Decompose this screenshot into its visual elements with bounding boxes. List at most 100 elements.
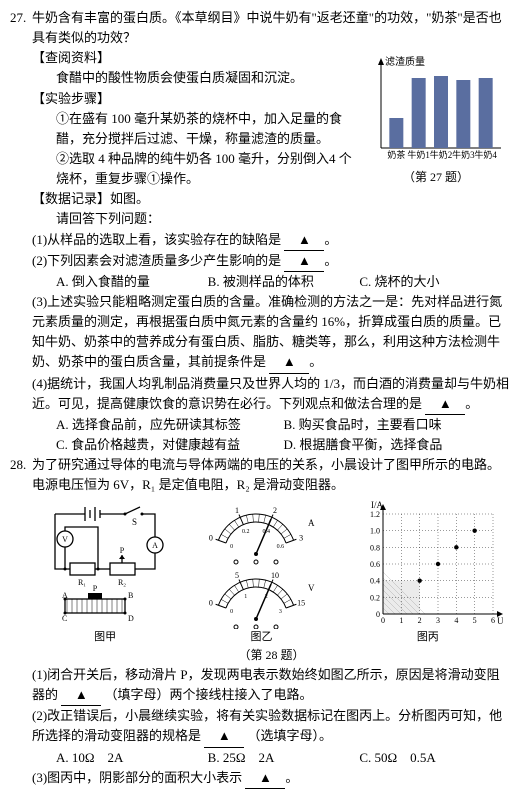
svg-text:0.2: 0.2 — [242, 529, 250, 535]
svg-text:P: P — [120, 546, 125, 555]
q28-sub2: (2)改正错误后，小晨继续实验，将有关实验数据标记在图丙上。分析图丙可知，他所选… — [32, 706, 511, 747]
svg-text:奶茶: 奶茶 — [387, 149, 405, 160]
blank: ▲ — [425, 394, 465, 415]
svg-text:1: 1 — [235, 506, 239, 515]
svg-text:V: V — [308, 583, 315, 593]
fig-caption: （第 28 题） — [32, 646, 511, 665]
q27-sub3: (3)上述实验只能粗略测定蛋白质的含量。准确检测的方法之一是：先对样品进行氮元素… — [32, 292, 511, 374]
step1: ①在盛有 100 毫升某奶茶的烧杯中，加入足量的食醋，充分搅拌后过滤、干燥，称量… — [32, 109, 357, 149]
blank: ▲ — [61, 685, 101, 706]
svg-text:U/V: U/V — [497, 616, 503, 626]
svg-text:3: 3 — [436, 616, 440, 625]
opt-B: B. 被测样品的体积 — [208, 272, 360, 292]
sub1-tail: （填字母）两个接线柱接入了电路。 — [105, 687, 313, 702]
fig-bing: 012345600.20.40.60.81.01.2U/VI/A 图丙 — [353, 499, 503, 646]
opt-A: A. 10Ω 2A — [56, 748, 208, 768]
opt-C: C. 50Ω 0.5A — [359, 748, 511, 768]
svg-text:3: 3 — [279, 609, 282, 615]
opt-B: B. 购买食品时，主要看口味 — [284, 415, 512, 435]
svg-text:5: 5 — [235, 571, 239, 580]
svg-text:A: A — [152, 541, 158, 550]
opt-A: A. 倒入食醋的量 — [56, 272, 208, 292]
opt-B: B. 25Ω 2A — [208, 748, 360, 768]
question-28: 28. 为了研究通过导体的电流与导体两端的电压的关系，小晨设计了图甲所示的电路。… — [10, 455, 511, 789]
svg-text:0: 0 — [231, 544, 234, 550]
sub3-text: (3)上述实验只能粗略测定蛋白质的含量。准确检测的方法之一是：先对样品进行氮元素… — [32, 294, 502, 369]
fig-jia-label: 图甲 — [40, 629, 170, 646]
svg-text:0: 0 — [209, 534, 213, 543]
q27-sub1: (1)从样品的选取上看，该实验存在的缺陷是 ▲。 — [32, 230, 511, 251]
q27-chart: 滤渣质量奶茶牛奶1牛奶2牛奶3牛奶4 （第 27 题） — [361, 48, 511, 187]
q27-sub4-opts-row1: A. 选择食品前，应先研读其标签 B. 购买食品时，主要看口味 — [32, 415, 511, 435]
svg-text:滤渣质量: 滤渣质量 — [385, 55, 425, 68]
circuit-diagram: SAPR₂R₁VPABCD — [40, 499, 170, 629]
q28-sub2-opts: A. 10Ω 2A B. 25Ω 2A C. 50Ω 0.5A — [32, 748, 511, 768]
q27-sub4-opts-row2: C. 食品价格越贵，对健康越有益 D. 根据膳食平衡，选择食品 — [32, 435, 511, 455]
step2: ②选取 4 种品牌的纯牛奶各 100 毫升，分别倒入4 个烧杯，重复步骤①操作。 — [32, 149, 357, 189]
svg-text:0.6: 0.6 — [277, 544, 285, 550]
svg-text:1.2: 1.2 — [370, 510, 380, 519]
q27-sub2: (2)下列因素会对滤渣质量多少产生影响的是 ▲。 — [32, 251, 511, 272]
svg-text:0: 0 — [376, 610, 380, 619]
svg-text:I/A: I/A — [371, 500, 383, 510]
q27-body: 牛奶含有丰富的蛋白质。《本草纲目》中说牛奶有"返老还童"的功效，"奶茶"是否也具… — [32, 8, 511, 455]
opt-C: C. 烧杯的大小 — [359, 272, 511, 292]
svg-text:S: S — [132, 517, 137, 527]
info-title: 【查阅资料】 — [32, 48, 357, 68]
q27-number: 27. — [10, 8, 32, 455]
meters-diagram: 012300.20.40.6A0510150123V — [186, 499, 336, 629]
q27-sub4: (4)据统计，我国人均乳制品消费量只及世界人均的 1/3，而白酒的消费量却与牛奶… — [32, 374, 511, 415]
svg-text:B: B — [128, 591, 133, 600]
q27-left: 【查阅资料】 食醋中的酸性物质会使蛋白质凝固和沉淀。 【实验步骤】 ①在盛有 1… — [32, 48, 357, 229]
svg-text:牛奶1: 牛奶1 — [407, 149, 430, 160]
chart-caption: （第 27 题） — [361, 168, 511, 187]
svg-text:10: 10 — [271, 571, 279, 580]
blank: ▲ — [284, 230, 324, 251]
fig-yi-label: 图乙 — [186, 629, 336, 646]
svg-text:牛奶4: 牛奶4 — [474, 149, 497, 160]
svg-text:A: A — [308, 518, 315, 528]
bar-chart: 滤渣质量奶茶牛奶1牛奶2牛奶3牛奶4 — [361, 48, 511, 168]
blank: ▲ — [204, 726, 244, 747]
svg-text:牛奶2: 牛奶2 — [430, 149, 453, 160]
svg-text:R₁: R₁ — [78, 578, 86, 587]
fig-jia: SAPR₂R₁VPABCD 图甲 — [40, 499, 170, 646]
svg-text:1.0: 1.0 — [370, 527, 380, 536]
q28-body: 为了研究通过导体的电流与导体两端的电压的关系，小晨设计了图甲所示的电路。电源电压… — [32, 455, 511, 789]
steps-title: 【实验步骤】 — [32, 89, 357, 109]
q27-layout: 【查阅资料】 食醋中的酸性物质会使蛋白质凝固和沉淀。 【实验步骤】 ①在盛有 1… — [32, 48, 511, 229]
svg-text:0: 0 — [209, 599, 213, 608]
q28-figures: SAPR₂R₁VPABCD 图甲 012300.20.40.6A05101501… — [32, 499, 511, 646]
sub2-tail: （选填字母）。 — [248, 728, 333, 743]
svg-text:4: 4 — [454, 616, 458, 625]
q28-number: 28. — [10, 455, 32, 789]
svg-text:0.6: 0.6 — [370, 560, 380, 569]
svg-text:5: 5 — [472, 616, 476, 625]
q27-sub2-opts: A. 倒入食醋的量 B. 被测样品的体积 C. 烧杯的大小 — [32, 272, 511, 292]
sub2-text: (2)下列因素会对滤渣质量多少产生影响的是 — [32, 253, 281, 268]
info-text: 食醋中的酸性物质会使蛋白质凝固和沉淀。 — [32, 68, 357, 88]
blank: ▲ — [284, 251, 324, 272]
svg-text:1: 1 — [399, 616, 403, 625]
graph-diagram: 012345600.20.40.60.81.01.2U/VI/A — [353, 499, 503, 629]
opt-D: D. 根据膳食平衡，选择食品 — [284, 435, 512, 455]
fig-yi: 012300.20.40.6A0510150123V 图乙 — [186, 499, 336, 646]
svg-text:R₂: R₂ — [118, 578, 126, 587]
svg-text:V: V — [62, 535, 68, 544]
svg-text:0.4: 0.4 — [370, 577, 380, 586]
svg-text:0.2: 0.2 — [370, 594, 380, 603]
q27-stem: 牛奶含有丰富的蛋白质。《本草纲目》中说牛奶有"返老还童"的功效，"奶茶"是否也具… — [32, 8, 511, 48]
q28-sub3: (3)图丙中，阴影部分的面积大小表示 ▲。 — [32, 768, 511, 789]
svg-text:1: 1 — [245, 594, 248, 600]
svg-text:C: C — [62, 614, 67, 623]
sub3-text: (3)图丙中，阴影部分的面积大小表示 — [32, 770, 242, 785]
svg-text:15: 15 — [298, 599, 306, 608]
svg-text:P: P — [93, 584, 98, 593]
opt-C: C. 食品价格越贵，对健康越有益 — [56, 435, 284, 455]
svg-text:D: D — [128, 614, 134, 623]
svg-text:0.8: 0.8 — [370, 544, 380, 553]
fig-bing-label: 图丙 — [353, 629, 503, 646]
blank: ▲ — [245, 768, 285, 789]
svg-text:6: 6 — [491, 616, 495, 625]
sub1-text: (1)从样品的选取上看，该实验存在的缺陷是 — [32, 232, 281, 247]
